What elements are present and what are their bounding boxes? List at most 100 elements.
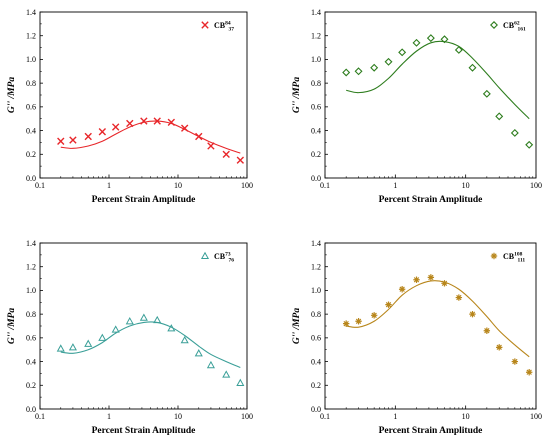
y-tick-label: 1.0 <box>26 286 36 295</box>
data-point <box>69 136 77 144</box>
data-point <box>398 286 406 293</box>
plot-frame <box>39 242 248 410</box>
legend-superscript: 108 <box>514 252 523 258</box>
data-point <box>153 315 162 324</box>
y-tick-label: 0.0 <box>311 174 321 183</box>
legend-label: CB84 <box>214 21 231 31</box>
data-point <box>468 63 477 72</box>
data-point <box>236 156 245 164</box>
data-point <box>167 324 176 332</box>
chart-panel-3: 0.0 0.2 0.4 0.6 0.8 1.0 1.2 1.4 0.1 1 10 100 Percent… <box>7 239 253 436</box>
legend-superscript: 84 <box>225 21 231 27</box>
legend-marker <box>490 21 498 29</box>
data-point <box>355 318 362 325</box>
x-axis-label: Percent Strain Amplitude <box>92 426 196 436</box>
y-tick-label: 1.0 <box>26 55 36 64</box>
data-point <box>370 312 378 319</box>
x-tick-label: 1 <box>393 412 397 421</box>
data-point <box>483 327 491 334</box>
x-tick-label: 0.1 <box>320 412 330 421</box>
data-point <box>57 137 65 145</box>
y-tick-label: 1.4 <box>311 239 321 248</box>
x-tick-label: 10 <box>462 181 470 190</box>
data-point <box>525 140 534 149</box>
data-point <box>222 150 230 158</box>
y-tick-label: 0.6 <box>26 334 36 343</box>
legend-label: CB108 <box>503 252 523 262</box>
data-point <box>469 310 476 318</box>
x-tick-label: 100 <box>530 181 542 190</box>
data-point <box>495 112 504 121</box>
y-tick-label: 1.0 <box>311 55 321 64</box>
y-axis-label: G'' /MPa <box>292 308 302 344</box>
data-point <box>236 378 245 386</box>
data-point <box>482 89 491 98</box>
y-axis-label: G'' /MPa <box>7 308 17 344</box>
y-tick-label: 0.2 <box>26 381 36 390</box>
data-point <box>56 344 65 352</box>
data-point <box>398 48 407 57</box>
y-tick-label: 0.8 <box>26 310 36 319</box>
data-point <box>510 128 519 137</box>
data-point <box>84 132 92 141</box>
y-tick-label: 1.2 <box>311 263 321 272</box>
legend-base: CB <box>214 252 226 261</box>
data-point <box>455 294 463 301</box>
data-point <box>206 360 215 369</box>
data-point <box>180 124 189 132</box>
x-axis-label: Percent Strain Amplitude <box>92 195 196 205</box>
y-axis-label: G'' /MPa <box>7 77 17 113</box>
data-point <box>511 358 519 365</box>
x-tick-label: 1 <box>107 412 111 421</box>
data-point <box>98 128 107 136</box>
x-tick-label: 0.1 <box>320 181 330 190</box>
y-tick-label: 0.0 <box>311 405 321 414</box>
data-point <box>370 63 379 72</box>
legend-label: CB62 <box>503 21 520 31</box>
x-tick-label: 10 <box>174 181 182 190</box>
x-tick-label: 1 <box>107 181 111 190</box>
y-axis-label: G'' /MPa <box>292 77 302 113</box>
y-tick-label: 0.6 <box>311 103 321 112</box>
legend-marker <box>201 21 209 29</box>
y-tick-label: 0.4 <box>26 357 36 366</box>
data-point <box>111 325 120 333</box>
legend-marker <box>200 251 210 260</box>
y-tick-label: 0.8 <box>26 79 36 88</box>
data-point <box>195 132 203 141</box>
legend-base: CB <box>503 252 515 261</box>
data-point <box>525 369 533 376</box>
x-tick-label: 0.1 <box>35 181 45 190</box>
y-tick-label: 0.0 <box>26 405 36 414</box>
chart-panel-2: 0.0 0.2 0.4 0.6 0.8 1.0 1.2 1.4 0.1 1 10 100 Percent… <box>292 8 542 205</box>
legend-base: CB <box>503 21 515 30</box>
x-tick-label: 10 <box>174 412 182 421</box>
y-tick-label: 0.0 <box>26 174 36 183</box>
legend-base: CB <box>214 21 226 30</box>
fit-curve <box>60 321 241 369</box>
x-tick-label: 10 <box>462 412 470 421</box>
data-point <box>125 317 134 325</box>
y-tick-label: 1.2 <box>26 263 36 272</box>
data-point <box>412 38 421 47</box>
y-tick-label: 0.4 <box>311 357 321 366</box>
y-tick-label: 0.4 <box>26 126 36 135</box>
chart-panel-4: 0.0 0.2 0.4 0.6 0.8 1.0 1.2 1.4 0.1 1 10 100 Percent… <box>292 239 542 436</box>
legend-superscript: 73 <box>225 252 231 258</box>
data-point <box>385 301 392 308</box>
y-tick-label: 1.4 <box>26 239 36 248</box>
y-tick-label: 1.4 <box>311 8 321 17</box>
data-point <box>454 45 463 54</box>
y-tick-label: 1.4 <box>26 8 36 17</box>
plot-frame <box>324 242 537 410</box>
data-point <box>426 34 435 43</box>
legend-subscript: 76 <box>229 258 235 264</box>
legend-subscript: 37 <box>229 27 235 33</box>
x-axis-label: Percent Strain Amplitude <box>379 195 483 205</box>
fit-curve <box>346 40 530 120</box>
data-point <box>84 339 93 347</box>
legend-superscript: 62 <box>514 21 520 27</box>
data-point <box>440 35 449 44</box>
data-point <box>342 68 351 77</box>
